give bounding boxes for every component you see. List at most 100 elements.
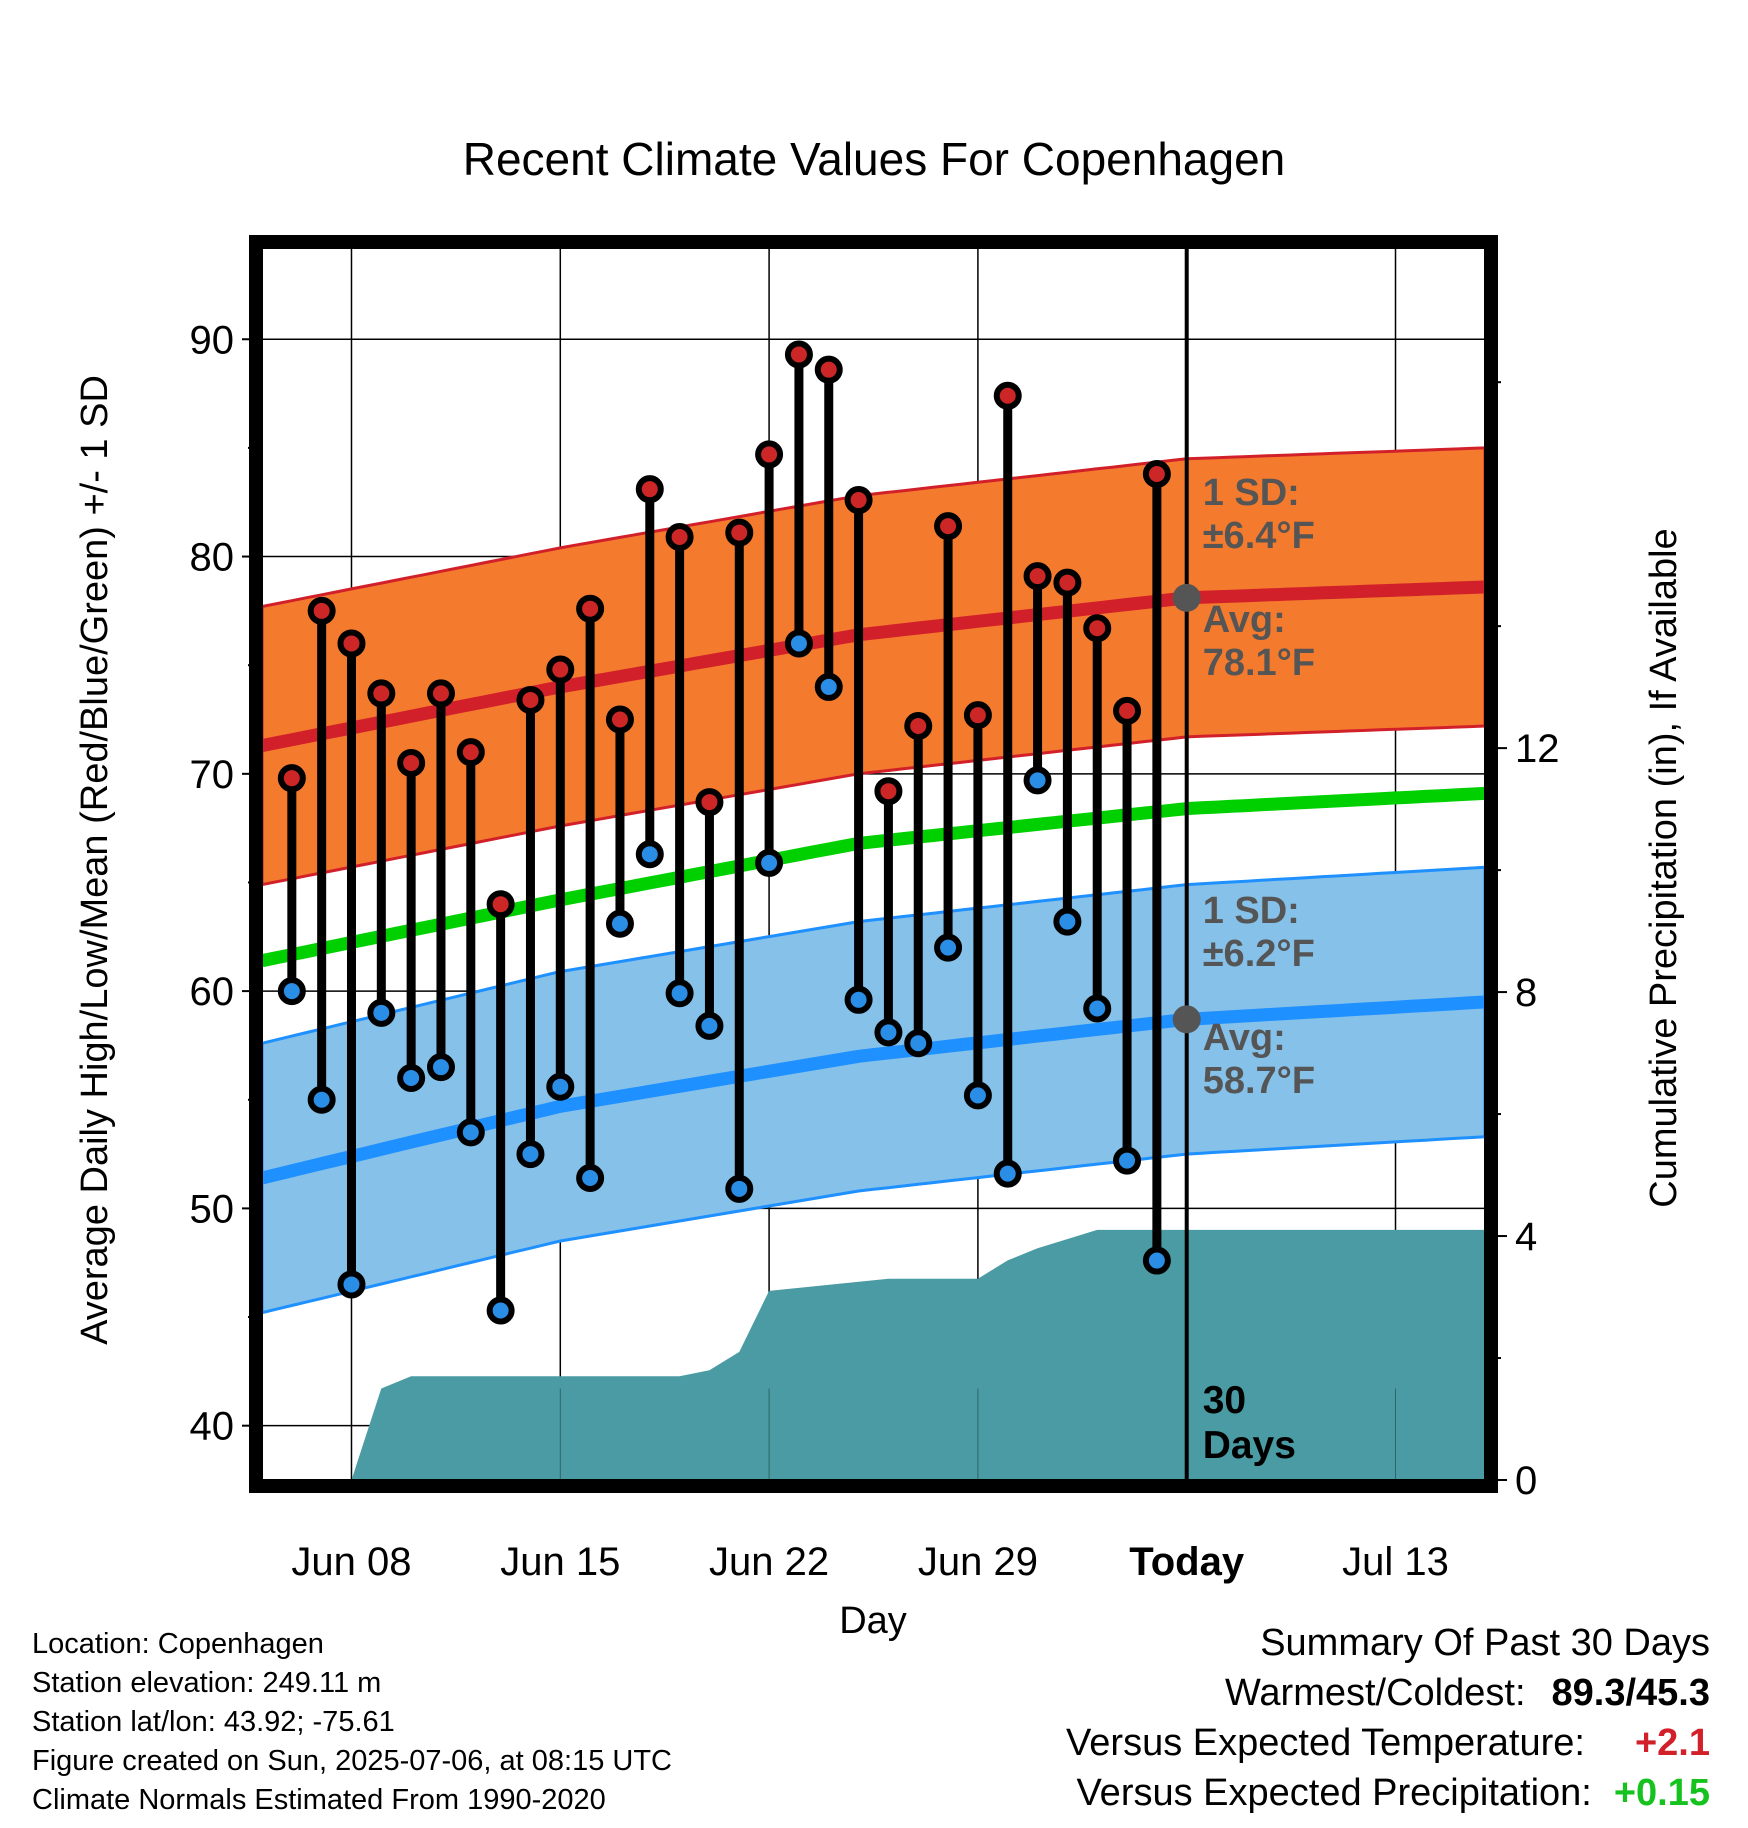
y-tick-label-4: 80 xyxy=(190,536,235,580)
obs-high-point-28 xyxy=(1113,696,1142,725)
obs-high-point-3 xyxy=(367,679,396,708)
obs-high-point-2 xyxy=(337,629,366,658)
normals-text: Climate Normals Estimated From 1990-2020 xyxy=(32,1784,606,1816)
obs-high-point-6 xyxy=(456,738,485,767)
low-sd-label: 1 SD: xyxy=(1203,890,1300,932)
obs-low-point-29 xyxy=(1142,1246,1171,1275)
obs-high-point-20 xyxy=(874,777,903,806)
obs-low-point-20 xyxy=(874,1018,903,1047)
today-high-avg-marker xyxy=(1172,583,1201,612)
low-sd-value: ±6.2°F xyxy=(1203,933,1315,975)
plot-frame xyxy=(249,235,1498,1493)
x-tick-label-0: Jun 08 xyxy=(291,1540,411,1584)
high-avg-value: 78.1°F xyxy=(1203,642,1315,684)
obs-low-point-1 xyxy=(307,1085,336,1114)
obs-high-point-17 xyxy=(784,340,813,369)
summary-precipitation: Versus Expected Precipitation: +0.15 xyxy=(1066,1768,1710,1818)
obs-high-point-29 xyxy=(1142,459,1171,488)
low-avg-value: 58.7°F xyxy=(1203,1060,1315,1102)
obs-high-point-0 xyxy=(277,764,306,793)
y2-axis-label: Cumulative Precipitation (in), If Availa… xyxy=(1643,528,1685,1207)
obs-low-point-3 xyxy=(367,998,396,1027)
location-text: Location: Copenhagen xyxy=(32,1628,324,1660)
temp-value: +2.1 xyxy=(1634,1722,1710,1764)
cumulative-precip-area xyxy=(262,1229,1485,1480)
y-tick-label-5: 90 xyxy=(190,318,235,362)
obs-low-point-2 xyxy=(337,1270,366,1299)
obs-high-point-7 xyxy=(486,890,515,919)
obs-high-point-27 xyxy=(1083,614,1112,643)
precip-label: Versus Expected Precipitation: xyxy=(1076,1772,1592,1814)
days-count-label: 30 xyxy=(1203,1379,1246,1422)
low-avg-label: Avg: xyxy=(1203,1017,1286,1059)
obs-low-point-22 xyxy=(934,933,963,962)
x-tick-label-1: Jun 15 xyxy=(500,1540,620,1584)
x-tick-label-5: Jul 13 xyxy=(1342,1540,1449,1584)
latlon-text: Station lat/lon: 43.92; -75.61 xyxy=(32,1706,395,1738)
x-tick-label-3: Jun 29 xyxy=(918,1540,1038,1584)
obs-low-point-0 xyxy=(277,977,306,1006)
y-axis-label: Average Daily High/Low/Mean (Red/Blue/Gr… xyxy=(74,375,116,1345)
obs-low-point-21 xyxy=(904,1029,933,1058)
obs-low-point-25 xyxy=(1023,766,1052,795)
obs-high-point-21 xyxy=(904,712,933,741)
obs-low-point-4 xyxy=(397,1064,426,1093)
obs-low-point-11 xyxy=(605,909,634,938)
high-mean-line xyxy=(262,580,1485,752)
obs-high-point-15 xyxy=(725,518,754,547)
temp-label: Versus Expected Temperature: xyxy=(1066,1722,1585,1764)
obs-high-point-10 xyxy=(576,594,605,623)
summary-panel: Summary Of Past 30 Days Warmest/Coldest:… xyxy=(1066,1618,1710,1818)
y-tick-label-1: 50 xyxy=(190,1187,235,1231)
obs-low-point-15 xyxy=(725,1174,754,1203)
obs-high-point-4 xyxy=(397,748,426,777)
obs-low-point-8 xyxy=(516,1140,545,1169)
today-low-avg-marker xyxy=(1172,1005,1201,1034)
created-text: Figure created on Sun, 2025-07-06, at 08… xyxy=(32,1745,672,1777)
obs-low-point-7 xyxy=(486,1296,515,1325)
obs-low-point-10 xyxy=(576,1163,605,1192)
obs-high-point-5 xyxy=(426,679,455,708)
obs-low-point-17 xyxy=(784,629,813,658)
y2-tick-label-1: 4 xyxy=(1515,1215,1537,1259)
obs-low-point-19 xyxy=(844,985,873,1014)
x-axis-label: Day xyxy=(839,1600,907,1642)
obs-high-point-18 xyxy=(814,355,843,384)
warmest-label: Warmest/Coldest: xyxy=(1224,1672,1526,1714)
obs-high-point-8 xyxy=(516,685,545,714)
days-text-label: Days xyxy=(1203,1424,1296,1467)
high-sd-label: 1 SD: xyxy=(1203,472,1300,514)
obs-low-point-26 xyxy=(1053,907,1082,936)
y2-tick-label-3: 12 xyxy=(1515,727,1560,771)
mean-line xyxy=(262,786,1485,968)
y2-tick-label-0: 0 xyxy=(1515,1459,1537,1503)
obs-high-point-19 xyxy=(844,486,873,515)
obs-high-point-11 xyxy=(605,705,634,734)
precip-value: +0.15 xyxy=(1613,1772,1710,1814)
obs-low-point-13 xyxy=(665,979,694,1008)
obs-low-point-28 xyxy=(1113,1146,1142,1175)
obs-low-point-12 xyxy=(635,840,664,869)
obs-high-point-13 xyxy=(665,522,694,551)
y-tick-label-0: 40 xyxy=(190,1405,235,1449)
obs-high-point-9 xyxy=(546,655,575,684)
obs-low-point-27 xyxy=(1083,994,1112,1023)
obs-low-point-9 xyxy=(546,1072,575,1101)
y-tick-label-3: 70 xyxy=(190,753,235,797)
obs-high-point-12 xyxy=(635,475,664,504)
obs-low-point-24 xyxy=(993,1159,1022,1188)
summary-title: Summary Of Past 30 Days xyxy=(1260,1622,1710,1664)
obs-low-point-5 xyxy=(426,1053,455,1082)
warmest-value: 89.3/45.3 xyxy=(1551,1672,1710,1714)
high-avg-label: Avg: xyxy=(1203,599,1286,641)
chart-title: Recent Climate Values For Copenhagen xyxy=(463,133,1286,185)
obs-high-point-1 xyxy=(307,596,336,625)
high-sd-value: ±6.4°F xyxy=(1203,515,1315,557)
obs-low-point-6 xyxy=(456,1118,485,1147)
low-sd-band xyxy=(262,865,1485,1315)
x-tick-label-2: Jun 22 xyxy=(709,1540,829,1584)
obs-high-point-22 xyxy=(934,512,963,541)
obs-high-point-25 xyxy=(1023,562,1052,591)
